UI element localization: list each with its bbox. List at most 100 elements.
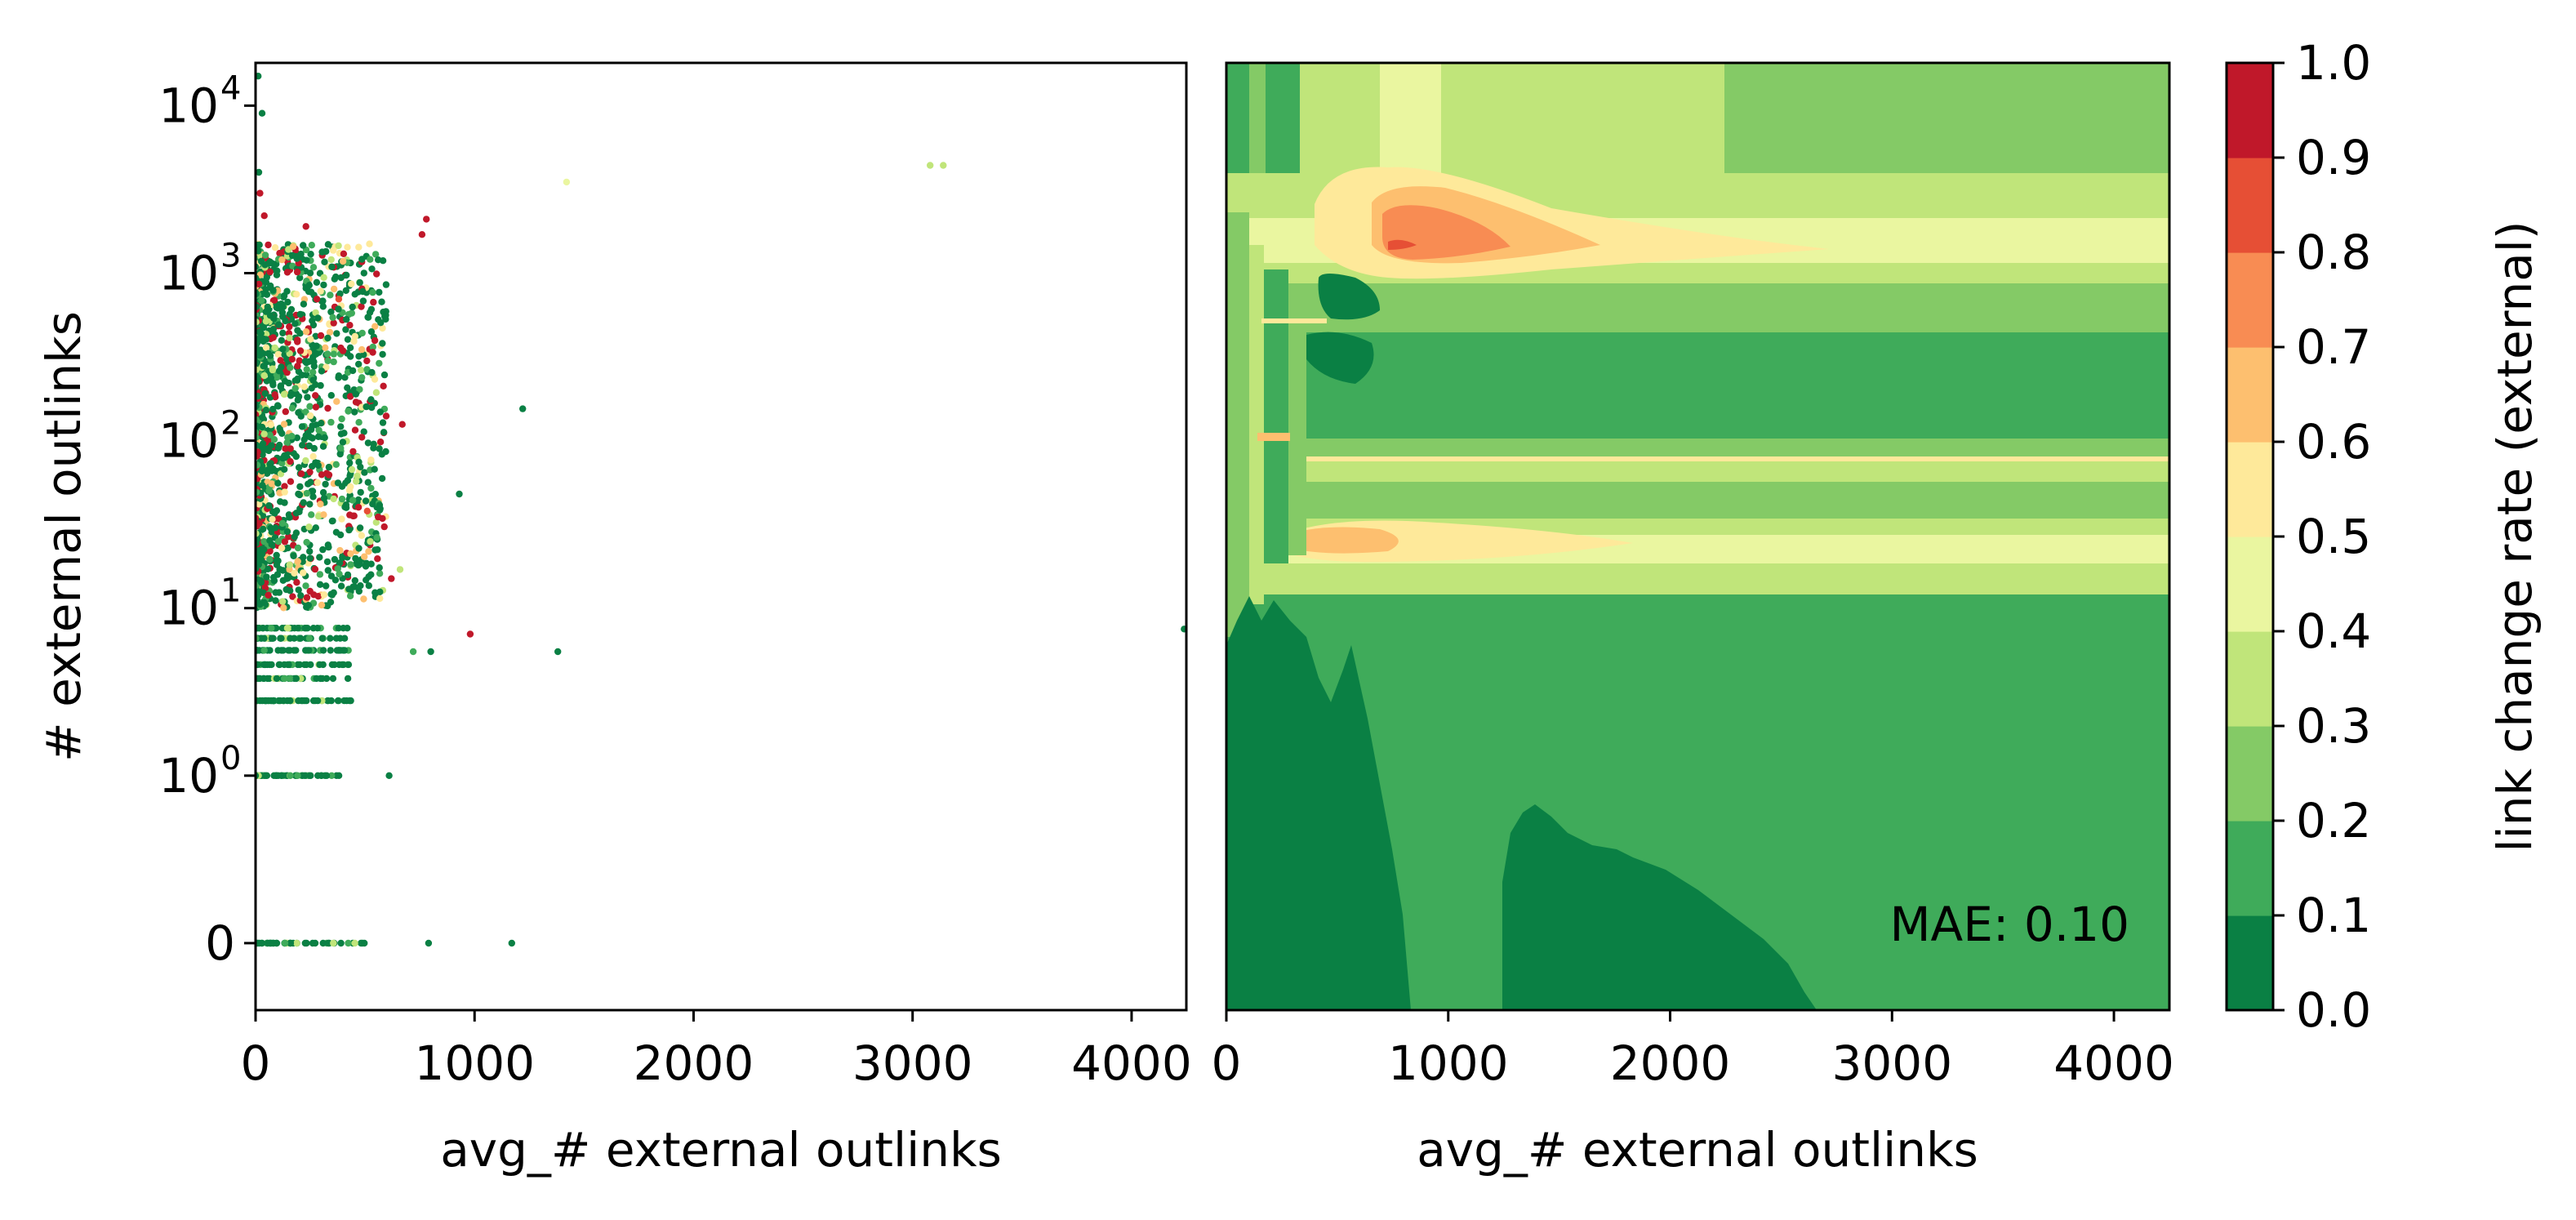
scatter-point — [276, 441, 283, 449]
scatter-point — [291, 320, 299, 327]
x-tick-label: 1000 — [1388, 1035, 1509, 1091]
scatter-point — [327, 418, 335, 426]
scatter-point — [349, 447, 357, 456]
scatter-point — [344, 477, 352, 484]
scatter-point — [256, 328, 263, 336]
scatter-point — [274, 571, 282, 578]
scatter-point — [367, 256, 374, 263]
scatter-point — [305, 282, 313, 289]
scatter-point — [337, 582, 345, 590]
scatter-point — [278, 256, 286, 264]
colorbar-band — [2227, 726, 2273, 821]
scatter-point — [356, 385, 363, 394]
scatter-point — [256, 939, 262, 947]
y-tick-label: 10 — [158, 748, 219, 804]
scatter-point — [291, 533, 298, 541]
x-tick-label: 2000 — [634, 1035, 754, 1091]
scatter-point — [361, 553, 368, 560]
scatter-point — [363, 507, 371, 514]
scatter-point — [256, 247, 262, 255]
x-tick-label: 4000 — [1071, 1035, 1192, 1091]
scatter-point — [274, 305, 282, 312]
scatter-point — [314, 479, 321, 487]
scatter-point — [331, 555, 339, 563]
scatter-point — [371, 546, 379, 554]
scatter-point — [335, 305, 342, 313]
scatter-point — [320, 274, 327, 281]
scatter-point — [330, 358, 337, 366]
scatter-point — [374, 555, 381, 563]
scatter-point — [318, 367, 326, 375]
y-tick-label: 10 — [158, 581, 219, 636]
contour-frame — [1225, 61, 2171, 1012]
scatter-point — [323, 363, 330, 371]
scatter-point — [376, 564, 383, 572]
scatter-point — [371, 376, 379, 383]
scatter-point — [376, 445, 383, 452]
scatter-point — [283, 575, 291, 582]
scatter-point — [320, 591, 328, 599]
scatter-point — [376, 570, 384, 577]
scatter-point — [344, 243, 351, 251]
scatter-point — [304, 394, 311, 401]
scatter-point — [351, 939, 358, 947]
scatter-point — [288, 355, 296, 363]
colorbar-tick-label: 0.5 — [2296, 509, 2371, 564]
scatter-point — [367, 328, 376, 336]
scatter-point — [294, 338, 301, 345]
scatter-point — [329, 314, 336, 321]
scatter-point — [284, 298, 291, 306]
scatter-point — [371, 491, 379, 498]
scatter-point — [258, 109, 266, 117]
x-tick-label: 0 — [1212, 1035, 1242, 1091]
scatter-point — [287, 392, 295, 399]
scatter-point — [355, 458, 363, 465]
scatter-point — [278, 336, 285, 344]
scatter-point — [308, 385, 315, 392]
scatter-point — [292, 647, 300, 654]
scatter-point — [298, 423, 306, 430]
scatter-point — [293, 255, 300, 262]
scatter-point — [294, 558, 301, 565]
scatter-point — [260, 525, 267, 533]
colorbar-tick-label: 0.2 — [2296, 793, 2371, 848]
scatter-point — [260, 599, 268, 607]
mae-annotation: MAE: 0.10 — [1890, 897, 2129, 952]
scatter-point — [272, 524, 279, 532]
scatter-point — [330, 285, 338, 293]
colorbar-band — [2227, 821, 2273, 916]
scatter-point — [273, 267, 281, 274]
scatter-point — [327, 256, 335, 264]
scatter-point — [356, 524, 364, 532]
scatter-point — [358, 303, 365, 310]
contour-dark-blob-1 — [1318, 274, 1380, 320]
scatter-point — [398, 421, 406, 428]
contour-left-edge-2 — [1249, 245, 1264, 604]
scatter-point — [341, 374, 349, 381]
scatter-point — [328, 263, 336, 270]
scatter-point — [378, 298, 385, 305]
scatter-point — [266, 431, 274, 439]
scatter-point — [281, 488, 288, 496]
contour-x-axis-label: avg_# external outlinks — [1417, 1122, 1978, 1178]
scatter-point — [297, 412, 305, 420]
scatter-point — [260, 430, 268, 438]
scatter-point — [275, 321, 283, 328]
scatter-point — [367, 396, 375, 403]
scatter-point — [300, 499, 307, 506]
scatter-point — [305, 287, 313, 296]
contour-mid-spot-2 — [1282, 527, 1399, 554]
scatter-point — [373, 270, 380, 278]
scatter-point — [259, 697, 266, 705]
scatter-point — [318, 634, 326, 642]
scatter-point — [258, 467, 266, 475]
scatter-point — [317, 501, 324, 508]
scatter-point — [376, 359, 383, 367]
scatter-point — [277, 357, 284, 364]
scatter-point — [281, 538, 289, 545]
scatter-point — [305, 480, 312, 488]
scatter-point — [319, 303, 327, 310]
scatter-point — [281, 939, 289, 947]
scatter-point — [364, 439, 372, 447]
scatter-point — [300, 436, 308, 443]
